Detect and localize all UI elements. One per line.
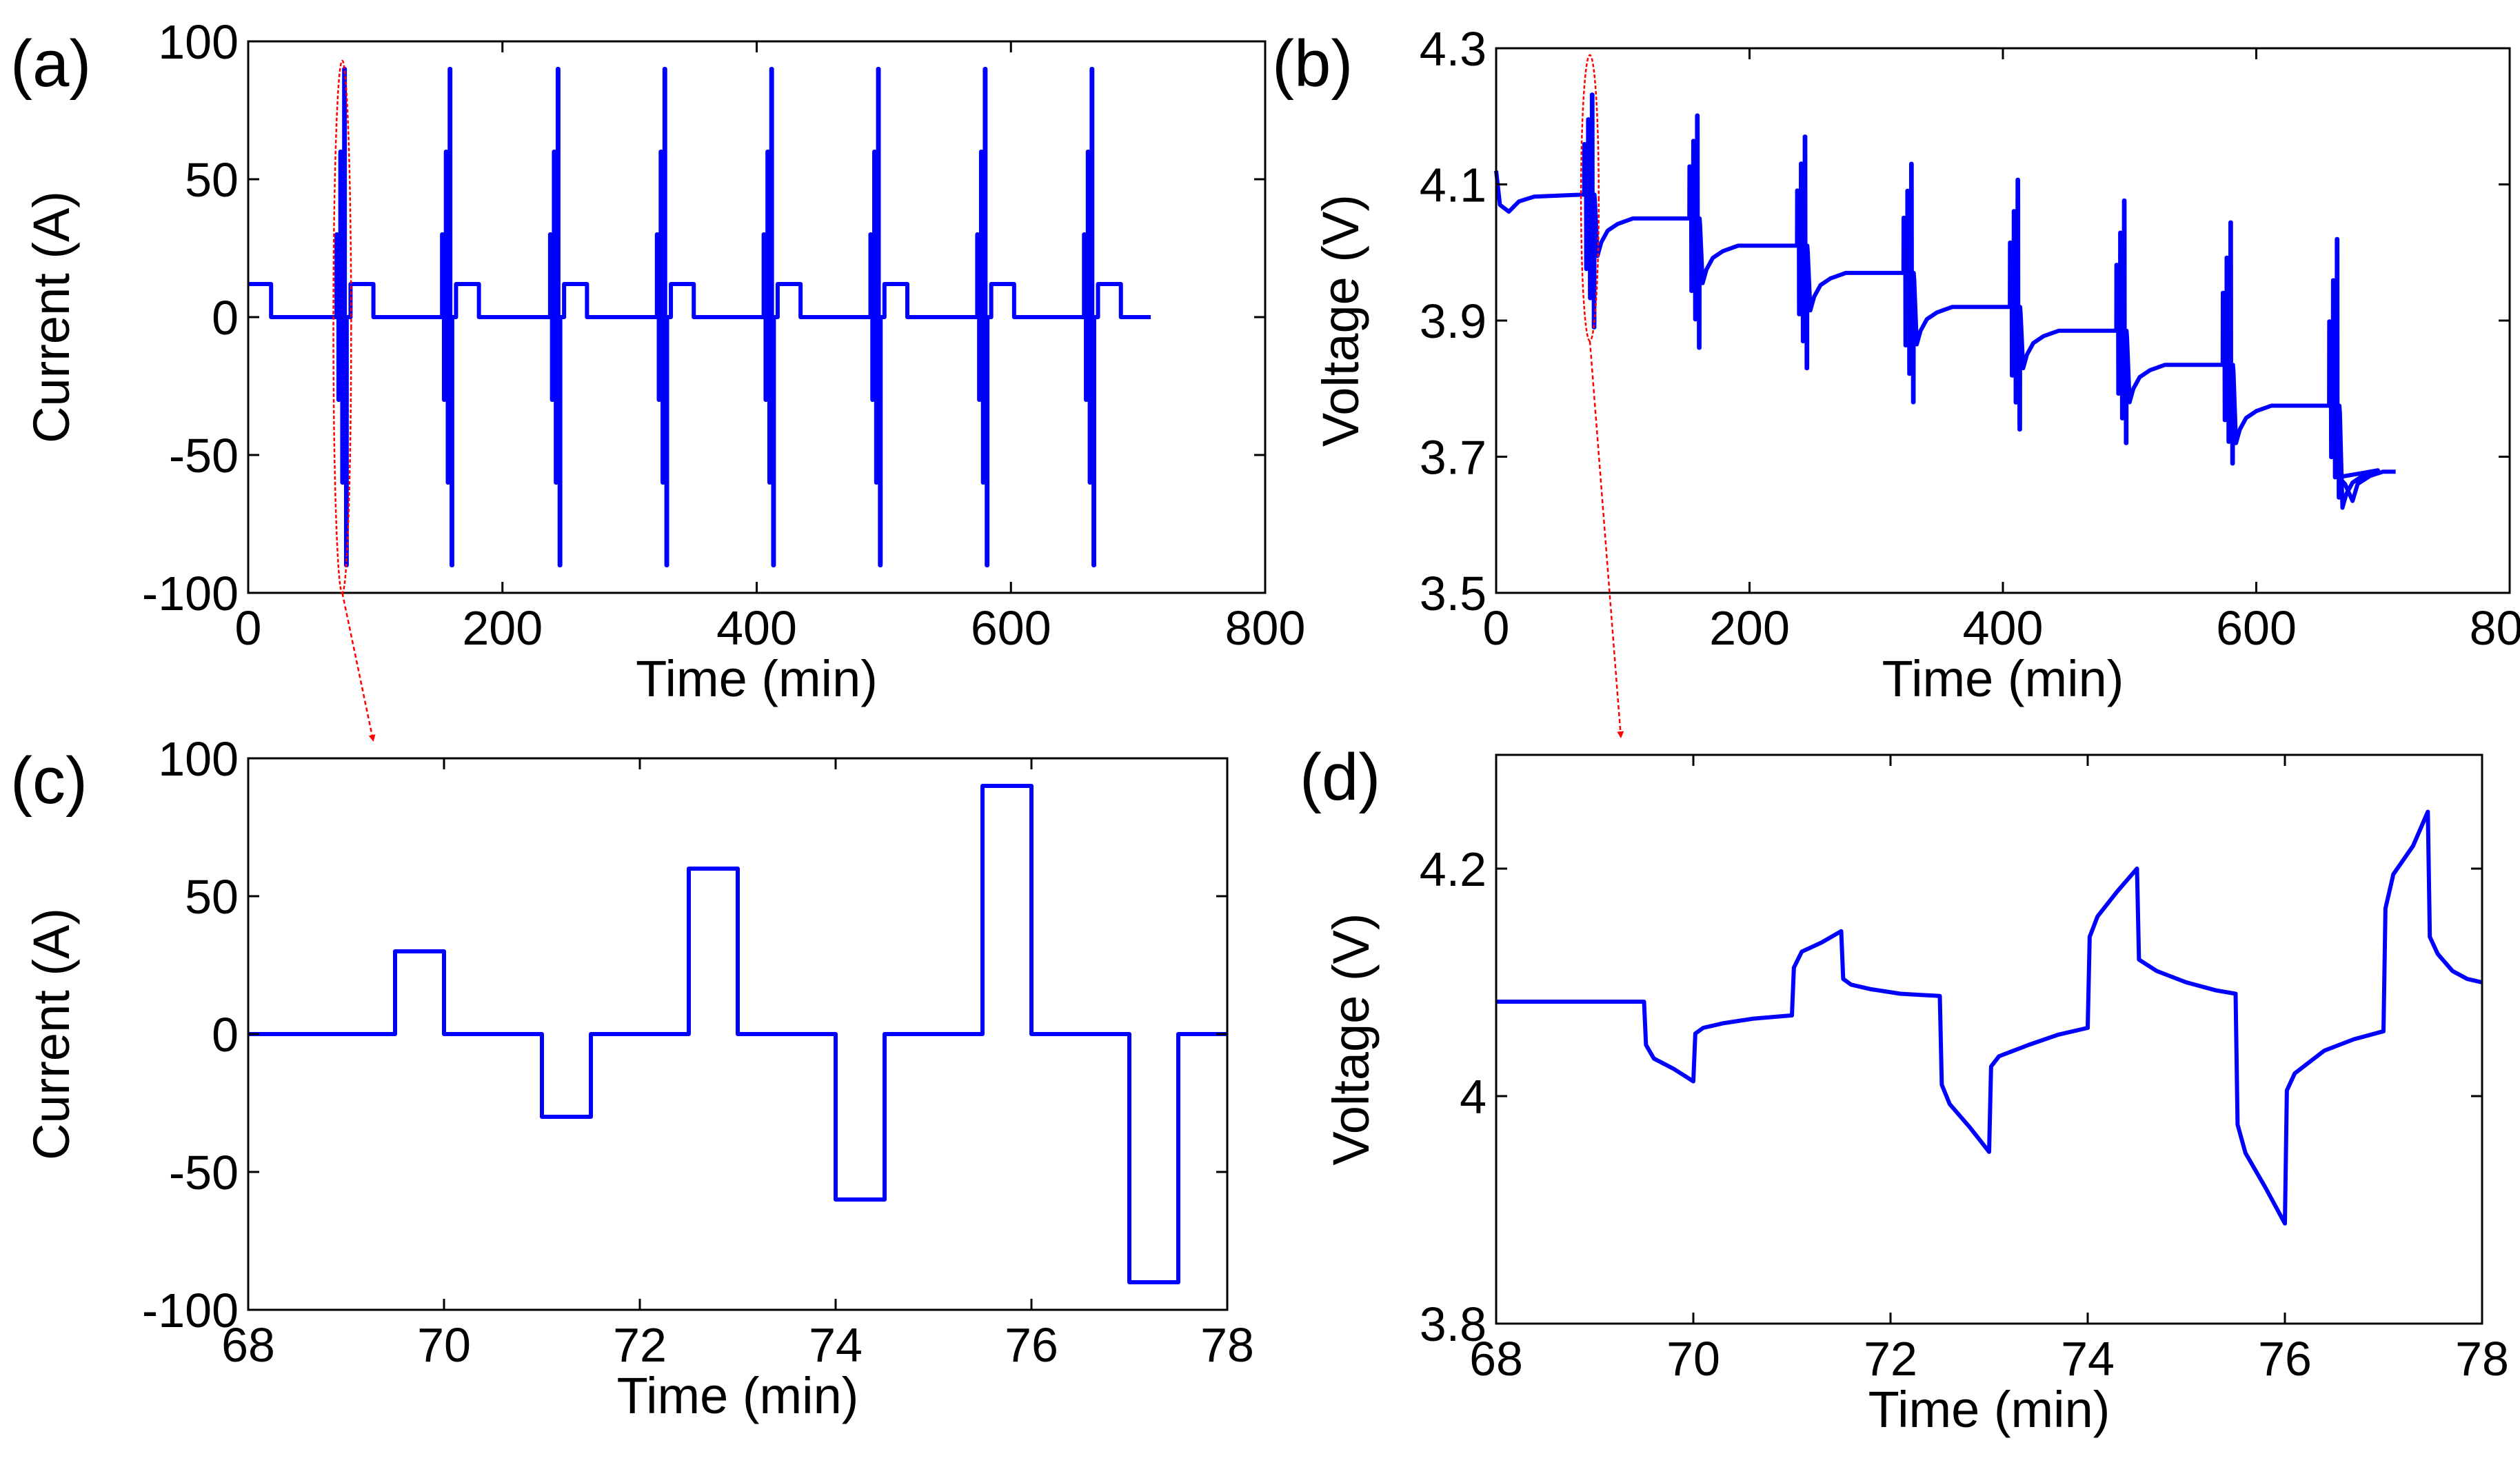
y-tick-label-a: 0 [212, 291, 239, 345]
series-line-a [248, 67, 1151, 567]
y-axis-label-c: Current (A) [23, 908, 80, 1160]
y-tick-label-a: 100 [158, 15, 239, 69]
y-tick-label-c: -50 [169, 1146, 239, 1200]
panel-d: 68 70 72 74 76 78 3.8 4 4.2 Time (min) Voltage (V)… [1300, 740, 2509, 1438]
y-tick-label-c: -100 [142, 1284, 239, 1337]
x-axis-label-c: Time (min) [617, 1367, 859, 1424]
y-tick-label-b: 3.5 [1420, 567, 1486, 620]
x-tick-label-a: 800 [1225, 601, 1306, 655]
x-axis-label-b: Time (min) [1882, 650, 2124, 707]
x-tick-label-c: 68 [221, 1318, 275, 1372]
x-tick-label-a: 200 [462, 601, 543, 655]
panel-a: 0 200 400 600 800 -100 -50 0 50 100 Time (min) Curr… [10, 15, 1305, 707]
panel-b: 0 200 400 600 800 3.5 3.7 3.9 4.1 4.3 Time (min) Vo… [1272, 22, 2520, 707]
y-tick-label-b: 4.3 [1420, 22, 1486, 76]
y-tick-label-c: 100 [158, 732, 239, 786]
series-line-c [248, 784, 1227, 1284]
x-tick-label-a: 400 [716, 601, 797, 655]
y-tick-label-b: 3.7 [1420, 431, 1486, 485]
zoom-arrow-b-to-d [1589, 341, 1624, 738]
x-tick-label-b: 200 [1709, 601, 1790, 655]
y-axis-label-d: Voltage (V) [1322, 913, 1380, 1165]
y-tick-label-c: 50 [185, 870, 239, 924]
panel-c: 68 70 72 74 76 78 -100 -50 0 50 100 Time (min) Curre… [10, 732, 1254, 1424]
x-tick-label-c: 74 [809, 1318, 863, 1372]
y-axis-label-b: Voltage (V) [1312, 194, 1369, 447]
series-line-b [1494, 92, 2396, 510]
x-tick-label-d: 72 [1864, 1332, 1917, 1386]
y-tick-label-a: -50 [169, 429, 239, 483]
series-line-d [1496, 809, 2483, 1226]
zoom-connectors [341, 341, 1624, 742]
x-axis-label-a: Time (min) [636, 650, 878, 707]
x-tick-label-d: 68 [1469, 1332, 1523, 1386]
panel-letter-b: (b) [1272, 27, 1353, 101]
x-tick-label-b: 0 [1483, 601, 1510, 655]
y-tick-label-d: 4 [1460, 1070, 1486, 1124]
panel-letter-c: (c) [10, 744, 88, 818]
y-tick-label-a: 50 [185, 153, 239, 207]
y-tick-label-d: 4.2 [1420, 842, 1486, 896]
y-tick-label-c: 0 [212, 1008, 239, 1062]
x-tick-label-c: 76 [1005, 1318, 1058, 1372]
x-axis-label-d: Time (min) [1868, 1381, 2110, 1438]
x-tick-label-c: 70 [417, 1318, 471, 1372]
x-tick-label-c: 78 [1200, 1318, 1254, 1372]
x-tick-label-b: 400 [1963, 601, 2044, 655]
panel-letter-a: (a) [10, 27, 91, 101]
x-tick-label-a: 0 [235, 601, 262, 655]
x-tick-label-d: 76 [2258, 1332, 2312, 1386]
x-tick-label-d: 70 [1666, 1332, 1720, 1386]
x-tick-label-d: 74 [2061, 1332, 2115, 1386]
x-tick-label-c: 72 [613, 1318, 667, 1372]
y-tick-label-b: 3.9 [1420, 294, 1486, 348]
y-tick-label-a: -100 [142, 567, 239, 620]
x-tick-label-b: 800 [2470, 601, 2520, 655]
x-tick-label-a: 600 [971, 601, 1051, 655]
panel-letter-d: (d) [1300, 740, 1380, 814]
y-tick-label-d: 3.8 [1420, 1297, 1486, 1351]
x-tick-label-d: 78 [2455, 1332, 2509, 1386]
y-tick-label-b: 4.1 [1420, 159, 1486, 212]
zoom-arrow-a-to-c [341, 592, 376, 742]
axes-frame-d [1495, 753, 2483, 1325]
y-axis-label-a: Current (A) [23, 191, 80, 443]
x-tick-label-b: 600 [2216, 601, 2297, 655]
